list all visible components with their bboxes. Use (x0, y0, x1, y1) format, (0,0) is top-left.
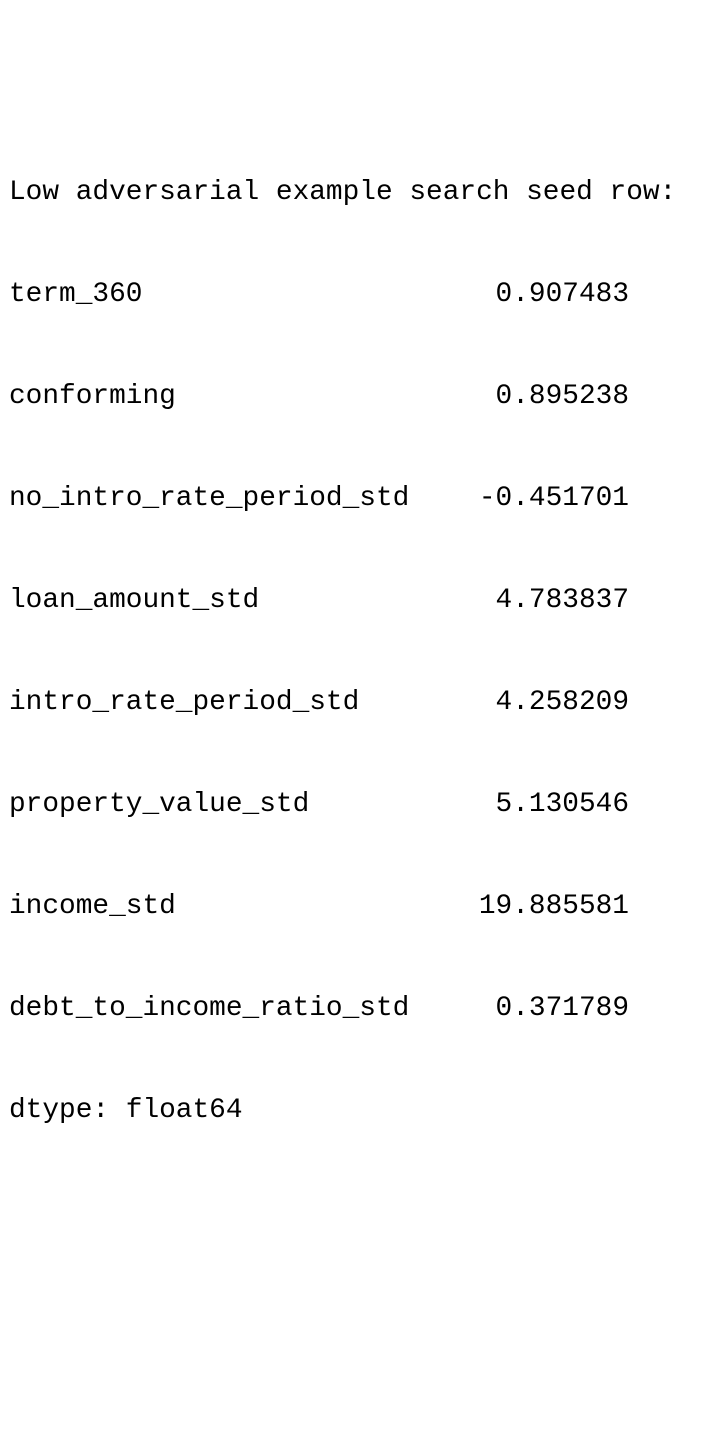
row-value: 0.371789 (495, 993, 629, 1024)
row-label: debt_to_income_ratio_std (9, 993, 410, 1024)
series-row: property_value_std 5.130546 (9, 788, 699, 822)
row-label: intro_rate_period_std (9, 687, 360, 718)
row-label: conforming (9, 381, 176, 412)
row-value: 4.783837 (495, 585, 629, 616)
row-value: 19.885581 (478, 891, 629, 922)
row-label: term_360 (9, 279, 143, 310)
row-label: income_std (9, 891, 176, 922)
row-label: no_intro_rate_period_std (9, 483, 410, 514)
seed-row-block-low: Low adversarial example search seed row:… (9, 108, 699, 1196)
series-row: income_std 19.885581 (9, 890, 699, 924)
series-row: conforming 0.895238 (9, 380, 699, 414)
series-row: term_360 0.907483 (9, 278, 699, 312)
series-row: intro_rate_period_std 4.258209 (9, 686, 699, 720)
block-header: Low adversarial example search seed row: (9, 177, 677, 208)
row-label: loan_amount_std (9, 585, 260, 616)
row-label: property_value_std (9, 789, 310, 820)
series-row: no_intro_rate_period_std -0.451701 (9, 482, 699, 516)
row-value: 5.130546 (495, 789, 629, 820)
console-output: Low adversarial example search seed row:… (9, 6, 699, 1444)
dtype-line: dtype: float64 (9, 1095, 243, 1126)
row-value: 4.258209 (495, 687, 629, 718)
row-value: -0.451701 (478, 483, 629, 514)
series-row: debt_to_income_ratio_std 0.371789 (9, 992, 699, 1026)
row-value: 0.895238 (495, 381, 629, 412)
series-row: loan_amount_std 4.783837 (9, 584, 699, 618)
row-value: 0.907483 (495, 279, 629, 310)
blank-line (9, 1298, 699, 1332)
